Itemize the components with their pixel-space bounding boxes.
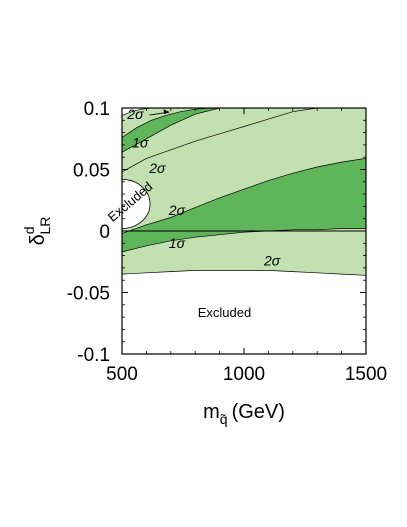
axis-ticks: 500 1000 1500 -0.1 -0.05 0 0.05 0.1 xyxy=(67,99,387,385)
x-tick-label: 1000 xyxy=(223,364,265,385)
y-tick-label: 0.05 xyxy=(73,161,110,182)
one-sigma-region-lower xyxy=(122,158,366,252)
annotation-arrowhead xyxy=(163,109,170,115)
x-axis-title-sub: q̃ xyxy=(220,411,228,427)
y-axis-title-sub: LR xyxy=(37,217,53,235)
excluded-region-lower xyxy=(122,270,366,354)
y-tick-label: -0.05 xyxy=(67,284,110,305)
y-tick-label: 0.1 xyxy=(84,99,110,120)
y-axis-title-sup: d xyxy=(21,226,37,234)
annotation-label: Excluded xyxy=(198,305,251,320)
annotation-label: 2σ xyxy=(263,252,281,268)
x-axis-title-main: m xyxy=(203,401,220,423)
annotation-label: 2σ xyxy=(148,160,166,176)
one-sigma-region-upper xyxy=(122,108,366,153)
excluded-region-corner xyxy=(122,108,152,116)
svg-text:δdLR: δdLR xyxy=(21,217,53,246)
y-tick-label: -0.1 xyxy=(77,345,110,366)
excluded-region-ellipse xyxy=(121,178,151,229)
x-axis-title: mq̃ (GeV) xyxy=(203,401,285,427)
annotation-label: 1σ xyxy=(169,235,186,251)
contour-lower-two-sigma-lower xyxy=(121,270,367,276)
contour-lower-one-sigma-lower xyxy=(121,228,366,253)
y-axis-title-main: δ xyxy=(27,234,49,245)
annotation-label: 2σ xyxy=(168,202,186,218)
y-axis-title: δdLR xyxy=(21,217,53,246)
x-axis-title-unit: (GeV) xyxy=(232,401,285,423)
annotation-label: 1σ xyxy=(132,134,149,150)
y-tick-label: 0 xyxy=(99,222,110,243)
x-tick-label: 1500 xyxy=(345,364,387,385)
contour-lower-one-sigma-upper xyxy=(121,158,367,234)
annotation-label: 2σ xyxy=(126,106,144,122)
x-tick-label: 500 xyxy=(106,364,138,385)
